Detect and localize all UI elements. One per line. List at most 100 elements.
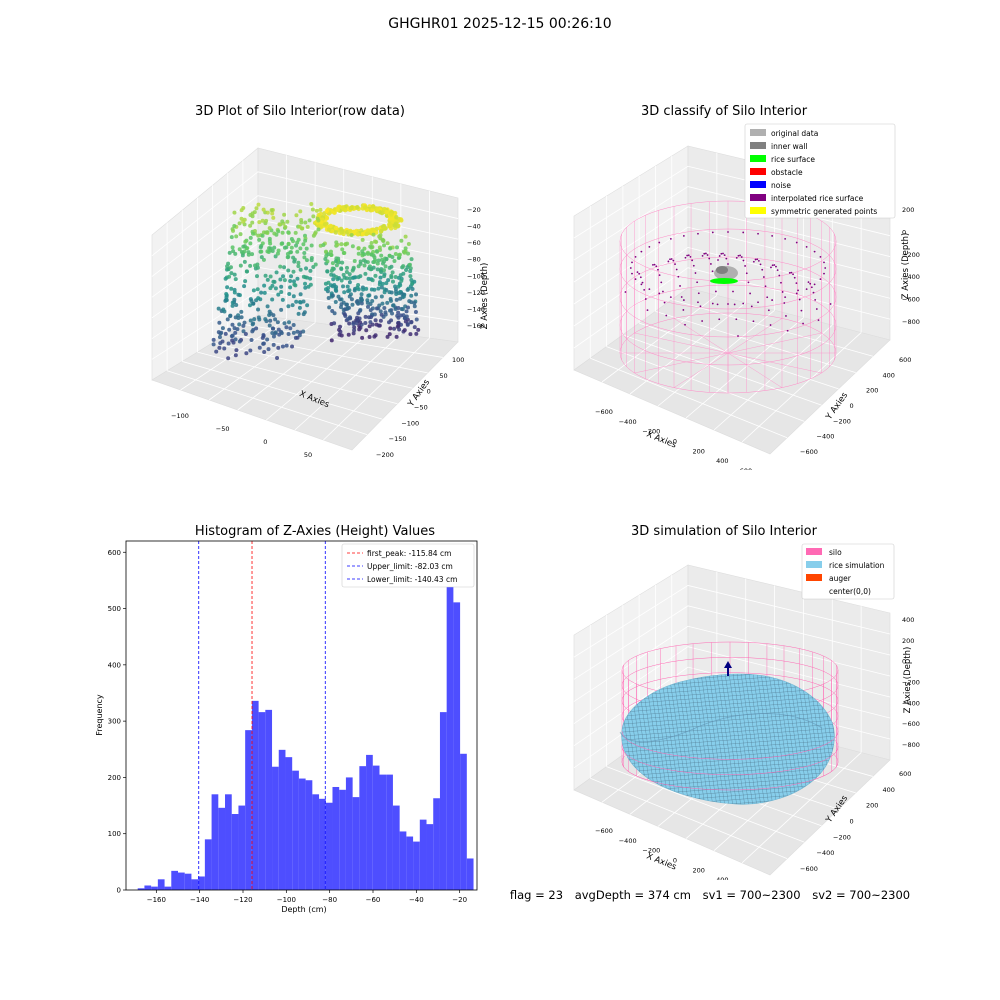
- raw-point: [269, 274, 273, 278]
- y-tick-label: 100: [108, 830, 121, 838]
- raw-point: [394, 252, 398, 256]
- raw-point: [259, 245, 263, 249]
- raw-point: [395, 245, 399, 249]
- legend-swatch: [806, 561, 822, 568]
- simulation-y-tick-label: 0: [850, 818, 854, 826]
- raw-point: [275, 356, 279, 360]
- raw-point: [369, 308, 373, 312]
- interpolated-point: [638, 273, 640, 275]
- legend-label: rice surface: [771, 155, 815, 164]
- histogram-bar: [460, 754, 467, 890]
- raw-point: [250, 338, 254, 342]
- histogram-bar: [232, 814, 239, 890]
- histogram-bar: [265, 710, 272, 890]
- interpolated-point: [671, 258, 673, 260]
- interpolated-point: [727, 263, 729, 265]
- interpolated-point: [732, 291, 734, 293]
- interpolated-point: [813, 292, 815, 294]
- legend-label: inner wall: [771, 142, 808, 151]
- interpolated-point: [830, 303, 832, 305]
- interpolated-point: [820, 256, 822, 258]
- raw-point: [321, 243, 325, 247]
- raw-point: [266, 278, 270, 282]
- classify-z-tick-label: −800: [902, 318, 920, 326]
- raw-point: [252, 317, 256, 321]
- raw-point: [345, 266, 349, 270]
- raw-point: [388, 254, 392, 258]
- raw-point: [297, 238, 301, 242]
- raw-point: [358, 320, 362, 324]
- legend-swatch: [750, 181, 766, 188]
- raw-point: [288, 279, 292, 283]
- figure-title: GHGHR01 2025-12-15 00:26:10: [0, 16, 1000, 32]
- raw-point: [401, 272, 405, 276]
- raw-point: [274, 286, 278, 290]
- raw-point: [381, 239, 385, 243]
- raw-point: [374, 295, 378, 299]
- interpolated-point: [700, 305, 702, 307]
- raw-point: [397, 328, 401, 332]
- simulation-z-tick-label: 400: [902, 616, 914, 624]
- raw-point: [394, 215, 398, 219]
- raw-point: [397, 285, 401, 289]
- raw-point: [244, 332, 248, 336]
- interpolated-point: [773, 264, 775, 266]
- raw-z-label: Z Axies (Depth): [480, 263, 490, 330]
- raw-point: [230, 235, 234, 239]
- interpolated-point: [657, 269, 659, 271]
- x-tick-label: −20: [452, 896, 467, 904]
- interpolated-point: [794, 277, 796, 279]
- raw-point: [226, 356, 230, 360]
- classify-x-tick-label: −400: [619, 418, 637, 426]
- legend-label: noise: [771, 181, 791, 190]
- raw-point: [339, 242, 343, 246]
- raw-point: [334, 240, 338, 244]
- raw-point: [290, 344, 294, 348]
- raw-point: [372, 260, 376, 264]
- raw-point: [281, 231, 285, 235]
- histogram-bar: [339, 790, 346, 890]
- interpolated-point: [667, 261, 669, 263]
- raw-point: [410, 257, 414, 261]
- raw-point: [225, 268, 229, 272]
- interpolated-point: [796, 282, 798, 284]
- raw-point: [229, 287, 233, 291]
- raw-point: [409, 294, 413, 298]
- y-tick-label: 600: [108, 549, 121, 557]
- raw-point: [299, 221, 303, 225]
- raw-point: [351, 322, 355, 326]
- raw-point: [277, 222, 281, 226]
- raw-point: [338, 297, 342, 301]
- raw-point: [355, 321, 359, 325]
- raw-point: [261, 234, 265, 238]
- raw-point: [272, 343, 276, 347]
- raw-point: [273, 317, 277, 321]
- raw-point: [385, 301, 389, 305]
- raw-point: [343, 312, 347, 316]
- raw-point: [363, 321, 367, 325]
- raw-point: [372, 266, 376, 270]
- interpolated-point: [640, 276, 642, 278]
- raw-point: [334, 230, 338, 234]
- interpolated-point: [749, 293, 751, 295]
- raw-point: [324, 287, 328, 291]
- raw-point: [305, 258, 309, 262]
- raw-point: [405, 309, 409, 313]
- histogram-bar: [151, 887, 158, 890]
- raw-point: [248, 213, 252, 217]
- raw-point: [225, 285, 229, 289]
- raw-point: [232, 224, 236, 228]
- raw-point: [291, 303, 295, 307]
- raw-point: [294, 300, 298, 304]
- raw-point: [262, 350, 266, 354]
- raw-point: [257, 238, 261, 242]
- raw-point: [413, 325, 417, 329]
- raw-point: [250, 329, 254, 333]
- raw-point: [231, 249, 235, 253]
- raw-point: [377, 324, 381, 328]
- interpolated-point: [772, 264, 774, 266]
- histogram-bar: [319, 799, 326, 890]
- raw-point: [285, 220, 289, 224]
- raw-point: [290, 246, 294, 250]
- classify-y-tick-label: 400: [883, 371, 895, 379]
